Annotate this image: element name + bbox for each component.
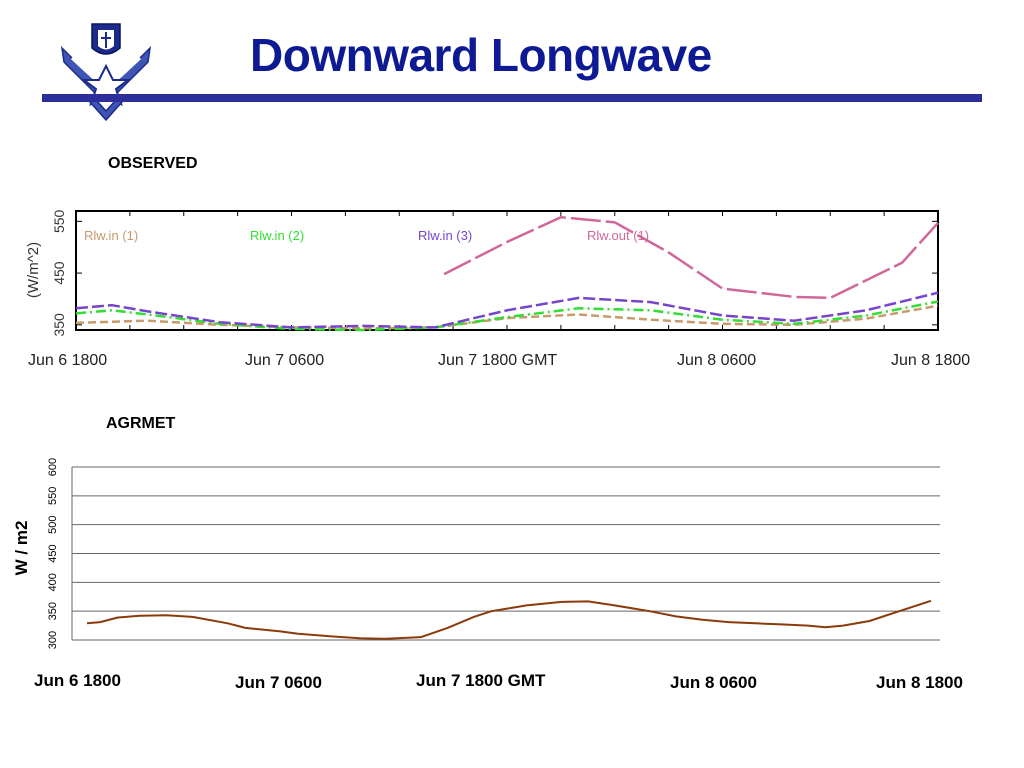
agrmet-ytick-label: 500 [47, 515, 59, 533]
observed-ytick-label: 450 [51, 261, 67, 285]
observed-xtick-label: Jun 6 1800 [28, 352, 107, 369]
observed-xtick-label: Jun 7 0600 [245, 352, 324, 369]
agrmet-ytick-label: 400 [47, 573, 59, 591]
agrmet-ytick-label: 300 [47, 631, 59, 649]
slide-title: Downward Longwave [250, 29, 712, 81]
agrmet-ytick-label: 350 [47, 602, 59, 620]
observed-legend-entry: Rlw.out (1) [587, 228, 649, 243]
agrmet-xtick-label: Jun 7 0600 [235, 673, 322, 692]
observed-xtick-label: Jun 8 1800 [891, 352, 970, 369]
observed-legend-entry: Rlw.in (3) [418, 228, 472, 243]
agrmet-xtick-label: Jun 6 1800 [34, 671, 121, 690]
agrmet-ytick-label: 450 [47, 544, 59, 562]
observed-ylabel: (W/m^2) [25, 242, 42, 298]
observed-xtick-label: Jun 7 1800 GMT [438, 352, 557, 369]
observed-xtick-label: Jun 8 0600 [677, 352, 756, 369]
agrmet-section-label: AGRMET [106, 415, 176, 432]
agrmet-ytick-label: 600 [47, 458, 59, 476]
agrmet-xtick-label: Jun 8 1800 [876, 673, 963, 692]
title-divider [42, 94, 982, 102]
agrmet-ytick-label: 550 [47, 487, 59, 505]
agrmet-series-line [86, 599, 932, 640]
observed-legend-entry: Rlw.in (1) [84, 228, 138, 243]
observed-legend-entry: Rlw.in (2) [250, 228, 304, 243]
observed-series-line [75, 291, 939, 329]
observed-series-line [75, 300, 939, 332]
observed-series-line [443, 215, 939, 300]
agrmet-ylabel: W / m2 [12, 521, 31, 576]
agrmet-xtick-label: Jun 7 1800 GMT [416, 671, 546, 690]
observed-section-label: OBSERVED [108, 155, 198, 172]
observed-ytick-label: 550 [51, 209, 67, 233]
agrmet-xtick-label: Jun 8 0600 [670, 673, 757, 692]
observed-ytick-label: 350 [51, 313, 67, 337]
